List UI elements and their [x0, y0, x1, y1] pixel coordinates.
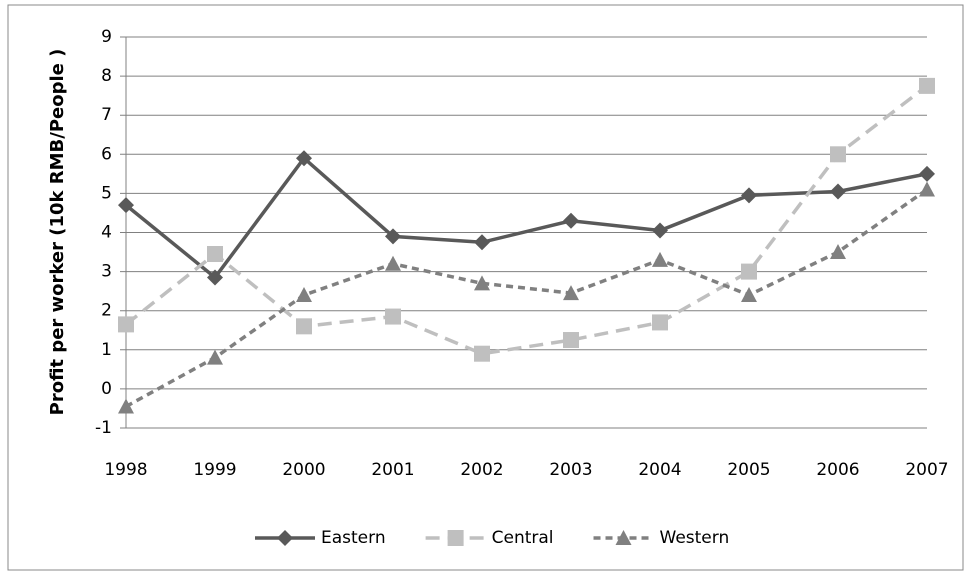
data-point [741, 287, 757, 303]
series-line [125, 188, 929, 409]
data-point [385, 308, 401, 325]
x-tick-label: 2001 [371, 460, 414, 480]
data-point [207, 269, 223, 286]
y-tick-label: 2 [101, 301, 112, 321]
y-tick-label: 5 [101, 183, 112, 203]
data-point [563, 212, 579, 229]
data-point [118, 398, 134, 414]
x-tick-label: 2007 [905, 460, 948, 480]
x-tick-label: 2005 [727, 460, 770, 480]
x-tick-label: 2004 [638, 460, 681, 480]
x-tick-label: 2003 [549, 460, 592, 480]
y-tick-label: 6 [101, 144, 112, 164]
data-point [919, 165, 935, 182]
data-point [919, 77, 935, 94]
data-point [741, 263, 757, 280]
data-point [652, 251, 668, 267]
data-point [385, 255, 401, 271]
x-tick-label: 1998 [104, 460, 147, 480]
x-tick-label: 2006 [816, 460, 859, 480]
data-point [207, 349, 223, 365]
data-point [474, 345, 490, 362]
legend-marker [447, 530, 464, 546]
y-tick-label: 3 [101, 262, 112, 282]
data-point [830, 146, 846, 163]
chart-frame [7, 4, 964, 571]
data-point [741, 187, 757, 204]
legend-label: Eastern [321, 528, 386, 548]
data-point [296, 318, 312, 335]
legend-label: Western [660, 528, 730, 548]
y-tick-label: 1 [101, 340, 112, 360]
data-point [296, 150, 312, 167]
legend-label: Central [492, 528, 554, 548]
data-point [296, 287, 312, 303]
legend-marker [615, 530, 632, 545]
data-point [652, 314, 668, 331]
y-tick-label: 0 [101, 379, 112, 399]
data-point [118, 316, 134, 333]
data-point [830, 244, 846, 260]
data-point [563, 332, 579, 349]
y-tick-label: 7 [101, 105, 112, 125]
y-tick-label: 8 [101, 66, 112, 86]
data-point [830, 183, 846, 200]
data-point [474, 275, 490, 291]
data-point [207, 246, 223, 263]
series-line [124, 84, 929, 356]
data-point [563, 285, 579, 301]
y-tick-label: 4 [101, 223, 112, 243]
series-line [124, 155, 928, 280]
legend-marker [277, 530, 293, 546]
y-axis-label: Profit per worker (10k RMB/People ) [47, 49, 68, 416]
data-point [118, 197, 134, 214]
x-tick-label: 2000 [282, 460, 325, 480]
y-tick-label: 9 [101, 27, 112, 47]
data-point [652, 222, 668, 239]
y-tick-label: -1 [95, 418, 112, 438]
data-point [474, 234, 490, 251]
data-point [385, 228, 401, 245]
x-tick-label: 2002 [460, 460, 503, 480]
data-point [919, 181, 935, 197]
x-tick-label: 1999 [193, 460, 236, 480]
